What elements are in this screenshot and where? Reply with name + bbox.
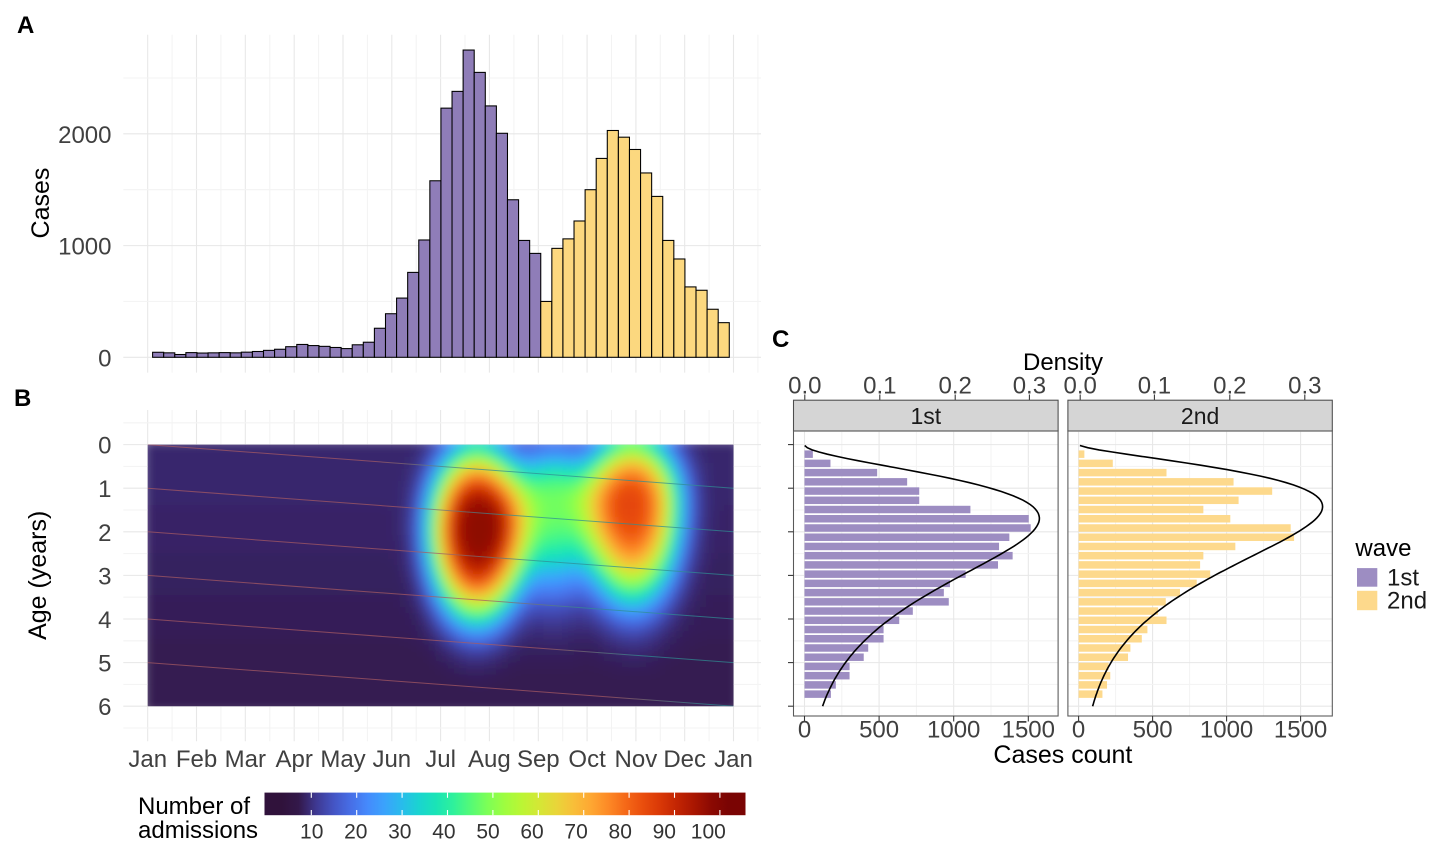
- svg-text:1: 1: [98, 476, 111, 503]
- svg-text:50: 50: [476, 821, 499, 844]
- svg-text:1000: 1000: [58, 234, 111, 261]
- svg-text:Jan: Jan: [714, 746, 753, 773]
- svg-text:Cases: Cases: [27, 168, 55, 239]
- svg-text:30: 30: [388, 821, 411, 844]
- svg-text:wave: wave: [1354, 535, 1411, 562]
- svg-text:3: 3: [98, 563, 111, 590]
- svg-text:Nov: Nov: [615, 746, 658, 773]
- svg-text:100: 100: [691, 821, 726, 844]
- svg-text:40: 40: [432, 821, 455, 844]
- svg-text:Feb: Feb: [176, 746, 217, 773]
- svg-text:1500: 1500: [1274, 717, 1327, 744]
- svg-text:Cases count: Cases count: [993, 741, 1132, 769]
- svg-text:80: 80: [609, 821, 632, 844]
- svg-text:5: 5: [98, 651, 111, 678]
- svg-text:2: 2: [98, 520, 111, 547]
- svg-text:Oct: Oct: [568, 746, 606, 773]
- svg-text:Number of: Number of: [138, 793, 250, 820]
- svg-text:Sep: Sep: [517, 746, 560, 773]
- svg-text:Apr: Apr: [276, 746, 313, 773]
- svg-text:Aug: Aug: [468, 746, 511, 773]
- svg-text:1500: 1500: [1002, 717, 1055, 744]
- svg-text:20: 20: [344, 821, 367, 844]
- svg-text:Jun: Jun: [372, 746, 411, 773]
- svg-text:Age (years): Age (years): [24, 511, 52, 640]
- svg-text:0: 0: [98, 433, 111, 460]
- svg-text:admissions: admissions: [138, 817, 258, 844]
- svg-text:B: B: [14, 385, 31, 412]
- svg-text:Density: Density: [1023, 349, 1103, 376]
- svg-text:60: 60: [520, 821, 543, 844]
- svg-text:4: 4: [98, 607, 111, 634]
- svg-text:A: A: [17, 12, 34, 39]
- svg-text:2nd: 2nd: [1181, 403, 1219, 429]
- svg-text:C: C: [772, 326, 789, 353]
- svg-text:500: 500: [859, 717, 899, 744]
- svg-text:2nd: 2nd: [1387, 588, 1427, 615]
- svg-text:70: 70: [564, 821, 587, 844]
- svg-text:1st: 1st: [1387, 565, 1419, 592]
- svg-text:0: 0: [798, 717, 811, 744]
- svg-text:Dec: Dec: [663, 746, 706, 773]
- svg-text:10: 10: [300, 821, 323, 844]
- svg-text:6: 6: [98, 694, 111, 721]
- svg-text:500: 500: [1133, 717, 1173, 744]
- svg-text:Jan: Jan: [128, 746, 167, 773]
- svg-text:Jul: Jul: [425, 746, 456, 773]
- svg-text:May: May: [320, 746, 365, 773]
- svg-text:Mar: Mar: [225, 746, 266, 773]
- svg-text:0: 0: [1072, 717, 1085, 744]
- svg-text:90: 90: [653, 821, 676, 844]
- svg-text:1000: 1000: [927, 717, 980, 744]
- svg-text:1st: 1st: [910, 403, 941, 429]
- svg-text:0: 0: [98, 345, 111, 372]
- svg-text:1000: 1000: [1200, 717, 1253, 744]
- svg-text:2000: 2000: [58, 122, 111, 149]
